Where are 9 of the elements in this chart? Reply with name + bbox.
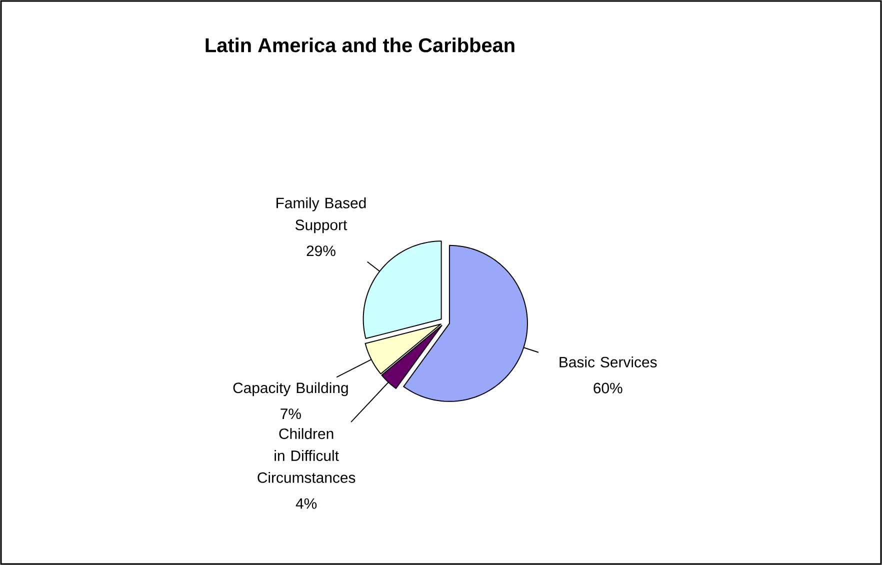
data-label: 29%: [306, 246, 336, 256]
data-label: 60%: [594, 382, 622, 394]
slice-label: Children in Difficult Circumstances: [258, 428, 356, 483]
chart-title: Latin America and the Caribbean: [206, 38, 514, 52]
slice-label: Family Based Support: [276, 197, 366, 234]
data-label: 7%: [280, 408, 301, 420]
slice-label: Capacity Building: [233, 382, 348, 396]
slice-label: Basic Services: [560, 356, 657, 368]
data-label: 4%: [296, 498, 317, 509]
